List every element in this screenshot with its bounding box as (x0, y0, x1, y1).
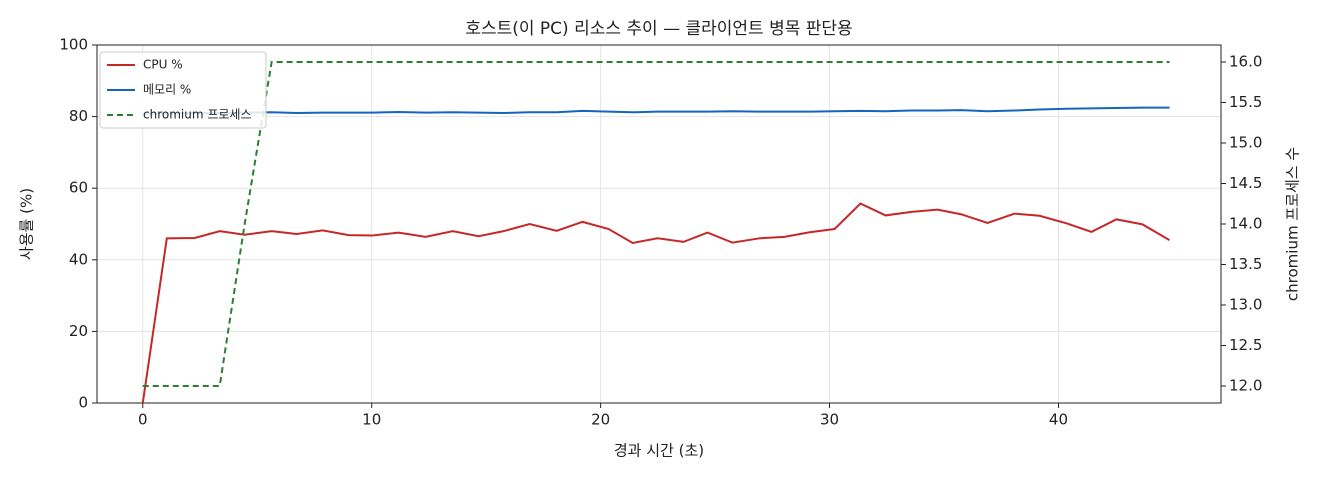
y2-tick-label: 15.5 (1229, 93, 1262, 111)
y2-tick-label: 15.0 (1229, 134, 1262, 152)
plot-frame (96, 44, 1222, 404)
legend-label: CPU % (143, 58, 183, 72)
y-tick-label: 40 (69, 250, 88, 268)
x-tick-label: 30 (820, 411, 839, 429)
y2-tick-label: 13.0 (1229, 295, 1262, 313)
x-tick-label: 20 (591, 411, 610, 429)
chart-title: 호스트(이 PC) 리소스 추이 — 클라이언트 병목 판단용 (465, 19, 852, 39)
x-axis-label: 경과 시간 (초) (614, 442, 704, 460)
y2-tick-label: 16.0 (1229, 53, 1262, 71)
y2-tick-label: 12.0 (1229, 376, 1262, 394)
y-tick-label: 20 (69, 322, 88, 340)
y2-tick-label: 12.5 (1229, 336, 1262, 354)
legend-label: chromium 프로세스 (143, 108, 252, 122)
x-tick-label: 40 (1049, 411, 1068, 429)
x-tick-label: 10 (362, 411, 381, 429)
y-tick-label: 80 (69, 107, 88, 125)
legend-label: 메모리 % (143, 83, 191, 97)
y2-tick-label: 14.5 (1229, 174, 1262, 192)
y2-axis-label: chromium 프로세스 수 (1284, 147, 1302, 301)
y2-tick-label: 14.0 (1229, 215, 1262, 233)
y2-tick-label: 13.5 (1229, 255, 1262, 273)
series-line (142, 106, 1170, 115)
y-tick-label: 100 (59, 36, 88, 54)
legend-box (99, 51, 267, 129)
series-line (142, 61, 1170, 387)
x-tick-label: 0 (138, 411, 148, 429)
y-axis-label: 사용률 (%) (18, 188, 36, 260)
series-line (141, 202, 1170, 404)
y-tick-label: 0 (78, 394, 88, 412)
y-tick-label: 60 (69, 179, 88, 197)
